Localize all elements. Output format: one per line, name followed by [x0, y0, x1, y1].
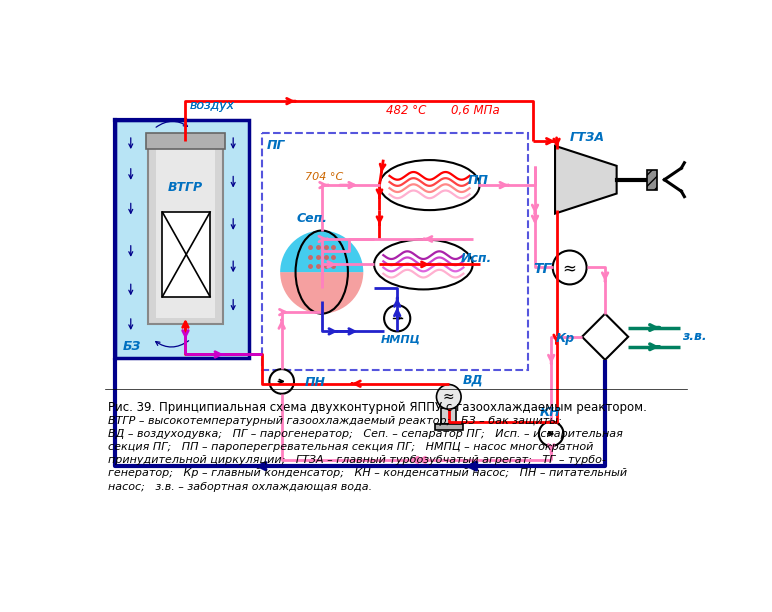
Bar [146, 133, 225, 149]
Text: ГТЗА: ГТЗА [570, 131, 605, 144]
Text: Исп.: Исп. [460, 252, 492, 265]
Text: 482 °С: 482 °С [386, 104, 427, 117]
Text: ВТГР – высокотемпературный газоохлаждаемый реактор;   БЗ – бак защиты;: ВТГР – высокотемпературный газоохлаждаем… [107, 416, 561, 426]
Text: з.в.: з.в. [682, 330, 706, 343]
Circle shape [436, 384, 461, 409]
Bar [648, 170, 658, 190]
Circle shape [539, 422, 564, 446]
Ellipse shape [374, 239, 472, 289]
Text: ПН: ПН [305, 376, 326, 389]
Text: Кр: Кр [555, 332, 574, 345]
Text: ПГ: ПГ [266, 140, 285, 152]
Text: ВД – воздуходувка;   ПГ – парогенератор;   Сеп. – сепаратор ПГ;   Исп. – испарит: ВД – воздуходувка; ПГ – парогенератор; С… [107, 429, 622, 439]
Circle shape [269, 369, 294, 394]
Bar [435, 424, 462, 430]
Text: КН: КН [540, 406, 560, 419]
Bar [148, 147, 223, 324]
Text: ≈: ≈ [443, 390, 455, 404]
Wedge shape [280, 272, 364, 314]
Text: Рис. 39. Принципиальная схема двухконтурной ЯППУ с газоохлаждаемым реактором.: Рис. 39. Принципиальная схема двухконтур… [107, 401, 646, 414]
Bar [162, 212, 210, 297]
Polygon shape [555, 146, 617, 214]
Text: БЗ: БЗ [123, 340, 141, 353]
Text: ПП: ПП [468, 174, 489, 187]
Bar [441, 408, 456, 424]
Circle shape [553, 250, 587, 285]
Text: генератор;   Кр – главный конденсатор;   КН – конденсатный насос;   ПН – питател: генератор; Кр – главный конденсатор; КН … [107, 468, 627, 479]
Bar [262, 133, 528, 370]
Text: принудительной циркуляции;   ГТЗА – главный турбозубчатый агрегат;   ТГ – турбо-: принудительной циркуляции; ГТЗА – главны… [107, 455, 605, 465]
Text: НМПЦ: НМПЦ [381, 335, 421, 345]
Circle shape [384, 305, 410, 331]
Bar [156, 147, 215, 318]
Text: Сеп.: Сеп. [297, 212, 328, 225]
Wedge shape [280, 231, 364, 272]
Text: воздух: воздух [190, 99, 235, 112]
Bar [115, 119, 249, 359]
Text: ВТГР: ВТГР [168, 181, 203, 194]
Text: воздух: воздух [190, 99, 235, 112]
Polygon shape [582, 314, 628, 360]
Text: секция ПГ;   ПП – пароперегревательная секция ПГ;   НМПЦ – насос многократной: секция ПГ; ПП – пароперегревательная сек… [107, 442, 593, 452]
Text: 0,6 МПа: 0,6 МПа [452, 104, 500, 117]
Text: 704 °С: 704 °С [305, 173, 343, 182]
Text: ≈: ≈ [563, 259, 577, 277]
Text: ВД: ВД [462, 373, 483, 386]
Ellipse shape [380, 160, 479, 210]
Text: ТГ: ТГ [533, 262, 552, 276]
Text: насос;   з.в. – забортная охлаждающая вода.: насос; з.в. – забортная охлаждающая вода… [107, 482, 372, 491]
